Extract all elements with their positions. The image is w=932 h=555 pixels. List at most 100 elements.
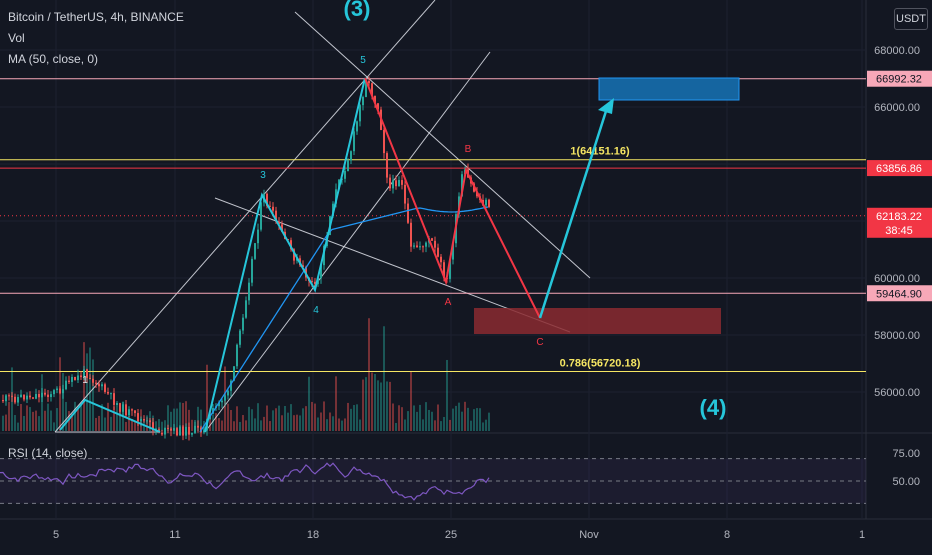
candle-body bbox=[131, 409, 133, 411]
volume-bar bbox=[218, 418, 220, 431]
volume-bar bbox=[338, 418, 340, 431]
target-zone-box bbox=[598, 77, 740, 101]
candle-body bbox=[401, 180, 403, 185]
candle-body bbox=[302, 265, 304, 267]
volume-bar bbox=[113, 406, 115, 431]
moving-average bbox=[199, 206, 489, 433]
candle-body bbox=[8, 395, 10, 397]
volume-bar bbox=[116, 406, 118, 431]
candle-body bbox=[356, 121, 358, 132]
volume-bar bbox=[50, 410, 52, 431]
candle-body bbox=[74, 376, 76, 381]
price-axis[interactable]: 68000.0066000.0064000.0062000.0060000.00… bbox=[867, 45, 932, 488]
rsi-legend[interactable]: RSI (14, close) bbox=[8, 446, 88, 460]
volume-bar bbox=[248, 406, 250, 431]
volume-bar bbox=[431, 411, 433, 431]
volume-bar bbox=[392, 403, 394, 431]
rsi-line bbox=[0, 462, 490, 501]
candle-body bbox=[95, 382, 97, 384]
candle-body bbox=[113, 393, 115, 405]
trend-channel-lines bbox=[54, 0, 591, 433]
level-label-2: 1(64151.16) bbox=[570, 146, 630, 158]
candle-body bbox=[197, 425, 199, 428]
volume-bar bbox=[296, 414, 298, 431]
wave-label-1: 1 bbox=[82, 375, 88, 386]
volume-bar bbox=[374, 373, 376, 431]
horizontal-levels: 1(64151.16) 0.786(56720.18) bbox=[0, 78, 866, 372]
volume-bar bbox=[20, 403, 22, 431]
volume-bar bbox=[98, 415, 100, 431]
volume-bar bbox=[185, 401, 187, 431]
impulse-wave-path bbox=[204, 77, 366, 433]
candle-body bbox=[53, 390, 55, 395]
candle-body bbox=[335, 189, 337, 204]
candle-body bbox=[227, 390, 229, 396]
time-tick-4: Nov bbox=[579, 529, 599, 541]
candle-body bbox=[62, 389, 64, 394]
candle-body bbox=[140, 418, 142, 422]
volume-bar bbox=[155, 421, 157, 431]
volume-bar bbox=[326, 419, 328, 431]
candle-body bbox=[32, 397, 34, 399]
candle-body bbox=[257, 229, 259, 244]
candle-body bbox=[107, 391, 109, 394]
volume-bar bbox=[233, 421, 235, 431]
volume-bar bbox=[89, 347, 91, 431]
volume-bar bbox=[449, 419, 451, 431]
candle-body bbox=[176, 428, 178, 436]
price-tag-sub-2: 38:45 bbox=[885, 225, 913, 237]
volume-bar bbox=[176, 408, 178, 431]
wave-label-3: 3 bbox=[260, 170, 266, 181]
volume-bar bbox=[350, 408, 352, 431]
candle-body bbox=[161, 432, 163, 435]
candle-body bbox=[173, 428, 175, 431]
price-tag-3 bbox=[867, 285, 932, 302]
wave-label-4: 4 bbox=[313, 305, 319, 316]
volume-bar bbox=[482, 422, 484, 431]
candle-body bbox=[77, 375, 79, 381]
candle-body bbox=[431, 238, 433, 241]
candle-body bbox=[242, 317, 244, 331]
wave-label-big-4: (4) bbox=[700, 395, 727, 420]
price-tag-value-3: 59464.90 bbox=[876, 288, 922, 300]
volume-bar bbox=[263, 416, 265, 431]
candle-body bbox=[50, 394, 52, 398]
candle-body bbox=[248, 282, 250, 301]
volume-legend[interactable]: Vol bbox=[8, 31, 25, 45]
volume-bar bbox=[41, 374, 43, 431]
candle-body bbox=[47, 394, 49, 398]
volume-bar bbox=[5, 414, 7, 431]
time-axis[interactable]: 5 11 18 25 Nov 8 1 bbox=[53, 529, 865, 541]
currency-badge[interactable]: USDT bbox=[894, 8, 928, 30]
rsi-pane bbox=[0, 458, 866, 504]
volume-bar bbox=[227, 403, 229, 431]
candle-body bbox=[5, 395, 7, 402]
symbol-title[interactable]: Bitcoin / TetherUS, 4h, BINANCE bbox=[8, 10, 184, 24]
volume-bar bbox=[245, 420, 247, 431]
candle-body bbox=[344, 170, 346, 179]
volume-bar bbox=[377, 380, 379, 431]
candle-body bbox=[422, 246, 424, 248]
volume-bar bbox=[53, 422, 55, 431]
wave-label-5: 5 bbox=[360, 55, 366, 66]
candle-body bbox=[23, 394, 25, 400]
candle-body bbox=[83, 369, 85, 378]
candle-body bbox=[239, 330, 241, 345]
volume-bar bbox=[134, 421, 136, 431]
candle-body bbox=[101, 384, 103, 387]
volume-bar bbox=[92, 359, 94, 431]
candle-body bbox=[194, 425, 196, 433]
volume-bar bbox=[23, 415, 25, 431]
volume-bar bbox=[293, 415, 295, 431]
volume-bar bbox=[230, 410, 232, 431]
volume-bar bbox=[104, 417, 106, 431]
wave-label-B: B bbox=[465, 144, 472, 155]
price-tick-0: 68000.00 bbox=[874, 45, 920, 57]
volume-bar bbox=[329, 412, 331, 431]
candle-body bbox=[146, 420, 148, 422]
volume-bar bbox=[422, 419, 424, 431]
ma-legend[interactable]: MA (50, close, 0) bbox=[8, 52, 99, 66]
volume-bar bbox=[161, 421, 163, 431]
